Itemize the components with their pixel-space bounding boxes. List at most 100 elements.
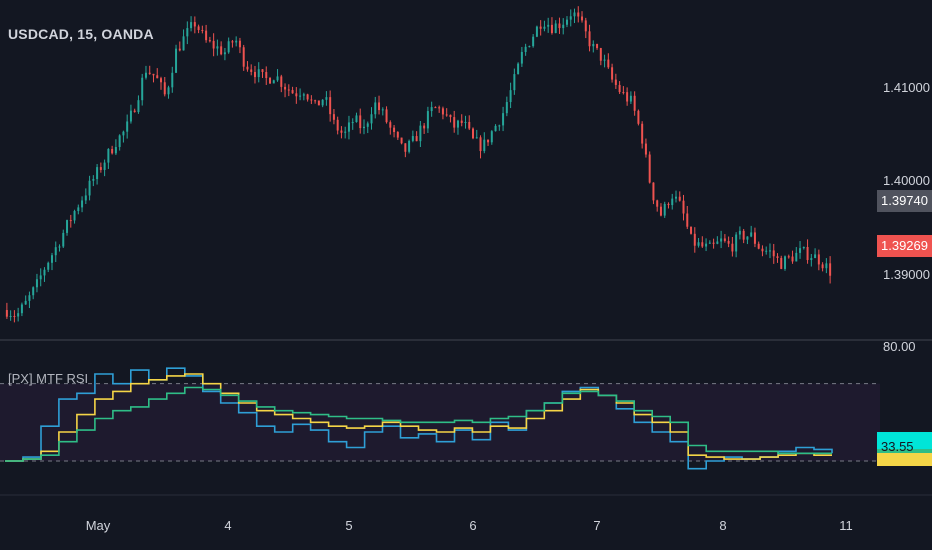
candle-down: [588, 31, 591, 47]
candle-up: [175, 48, 178, 73]
candle-up: [227, 41, 230, 53]
candle-up: [543, 26, 546, 29]
candle-down: [178, 48, 181, 51]
candle-up: [419, 125, 422, 142]
candle-down: [772, 250, 775, 257]
candle-down: [787, 256, 790, 258]
candle-up: [77, 207, 80, 212]
candle-down: [753, 232, 756, 244]
candle-down: [757, 243, 760, 249]
candle-down: [599, 48, 602, 61]
candle-up: [374, 102, 377, 115]
candle-down: [581, 16, 584, 21]
candle-up: [144, 72, 147, 78]
price-axis-label: 1.39000: [883, 267, 930, 282]
candle-up: [216, 46, 219, 49]
candle-up: [129, 110, 132, 122]
candle-up: [430, 107, 433, 112]
candle-down: [539, 26, 542, 29]
candle-up: [81, 200, 84, 208]
candle-down: [5, 310, 8, 317]
candle-up: [765, 250, 768, 252]
candle-down: [208, 40, 211, 42]
candle-down: [415, 136, 418, 142]
candle-up: [9, 315, 12, 317]
candle-up: [663, 203, 666, 216]
candle-up: [554, 23, 557, 34]
candle-down: [385, 109, 388, 123]
symbol-title[interactable]: USDCAD, 15, OANDA: [8, 26, 154, 42]
candle-down: [656, 200, 659, 207]
candle-down: [614, 79, 617, 85]
candle-down: [479, 137, 482, 152]
candle-up: [746, 236, 749, 240]
candle-up: [54, 247, 57, 256]
candle-down: [780, 258, 783, 269]
candle-up: [603, 59, 606, 61]
candle-down: [99, 167, 102, 170]
candle-up: [464, 121, 467, 123]
candle-down: [314, 100, 317, 102]
time-axis-label: 8: [719, 518, 727, 533]
candle-up: [498, 125, 501, 127]
candle-down: [69, 220, 72, 222]
candle-up: [799, 248, 802, 253]
candle-down: [340, 130, 343, 133]
candle-down: [13, 315, 16, 317]
candle-down: [291, 90, 294, 94]
candle-down: [197, 26, 200, 30]
candle-up: [629, 95, 632, 102]
candle-up: [114, 147, 117, 154]
candle-down: [712, 242, 715, 244]
candle-up: [325, 97, 328, 100]
candle-up: [24, 300, 27, 305]
candle-up: [456, 120, 459, 128]
candle-up: [126, 121, 129, 132]
candle-down: [761, 248, 764, 252]
candle-up: [426, 111, 429, 129]
candle-down: [596, 44, 599, 49]
candle-up: [20, 304, 23, 314]
rsi-pane[interactable]: [0, 367, 880, 470]
candle-down: [468, 121, 471, 129]
candle-down: [618, 84, 621, 93]
candle-down: [678, 196, 681, 201]
candle-down: [265, 72, 268, 78]
candle-down: [393, 127, 396, 133]
candle-down: [723, 238, 726, 241]
candle-down: [652, 182, 655, 201]
candle-up: [784, 256, 787, 269]
candle-up: [370, 114, 373, 124]
candle-down: [163, 82, 166, 95]
candle-down: [690, 226, 693, 234]
candle-down: [400, 137, 403, 144]
candle-down: [648, 154, 651, 183]
candle-down: [287, 89, 290, 91]
candle-down: [742, 230, 745, 240]
candle-up: [565, 19, 568, 25]
candle-up: [528, 46, 531, 48]
candle-up: [167, 87, 170, 95]
candle-up: [103, 162, 106, 170]
rsi-axis-label: 80.00: [883, 339, 916, 354]
price-axis-label: 1.41000: [883, 80, 930, 95]
candle-up: [535, 26, 538, 37]
candle-down: [453, 117, 456, 128]
candle-down: [682, 200, 685, 214]
candle-down: [693, 233, 696, 246]
candle-up: [118, 135, 121, 148]
candle-up: [513, 74, 516, 91]
candle-down: [686, 213, 689, 227]
candle-up: [735, 234, 738, 252]
candle-up: [475, 137, 478, 139]
candle-up: [235, 40, 238, 43]
candle-up: [674, 196, 677, 199]
rsi-line-blue: [5, 367, 833, 470]
time-axis-label: 7: [593, 518, 601, 533]
candle-up: [58, 246, 61, 248]
indicator-title[interactable]: [PX] MTF RSI: [8, 371, 89, 386]
candle-down: [205, 30, 208, 41]
price-pane[interactable]: [5, 6, 832, 323]
candle-down: [253, 71, 256, 78]
